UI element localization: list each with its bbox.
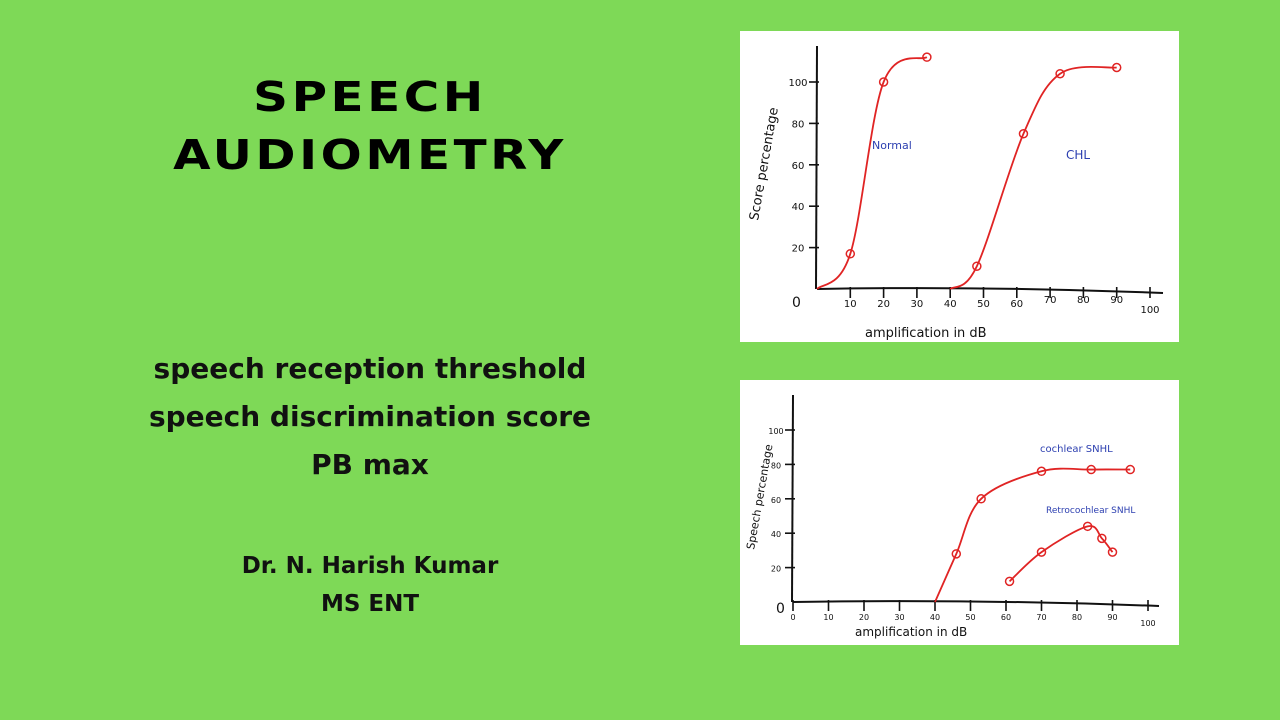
x-tick-label: 30 — [911, 299, 924, 310]
series-line — [949, 65, 1117, 290]
y-tick-label: 20 — [792, 244, 805, 255]
series-line — [816, 56, 928, 290]
series-chl: CHL — [949, 62, 1122, 290]
x-tick-label: 10 — [823, 613, 833, 622]
series-line — [1008, 525, 1114, 583]
x-tick-label: 90 — [1107, 613, 1117, 622]
data-point-marker — [1055, 68, 1065, 79]
chart-svg-bottom: 20 40 60 80 100 00 10 20 30 40 50 60 70 80 90 100 amplif… — [744, 394, 1160, 639]
x-tick-label: 30 — [894, 613, 904, 622]
origin-label: 0 — [792, 295, 801, 311]
title-line-2: AUDIOMETRY — [173, 131, 567, 179]
series-normal: Normal — [816, 52, 932, 290]
author-name: Dr. N. Harish Kumar — [241, 553, 499, 579]
x-tick-label: 40 — [930, 613, 940, 622]
data-point-marker — [1036, 466, 1047, 477]
series-retrocochlear-snhl: Retrocochlear SNHL — [1004, 506, 1135, 587]
chart-svg-top: 20 40 60 80 100 0 10 20 30 40 50 60 70 80 90 100 amplifi… — [747, 45, 1164, 341]
y-tick-label: 80 — [771, 461, 781, 470]
y-tick-label: 100 — [788, 78, 807, 89]
x-tick-label: 70 — [1036, 613, 1046, 622]
y-tick-label: 40 — [771, 530, 781, 539]
y-tick-label: 60 — [792, 161, 805, 172]
chart-axes: 20 40 60 80 100 00 10 20 30 40 50 60 70 80 90 100 amplif… — [744, 394, 1160, 639]
data-point-marker — [951, 549, 962, 559]
x-tick-label: 50 — [977, 299, 990, 310]
y-tick-label: 60 — [771, 496, 781, 505]
x-tick-label: 100 — [1140, 305, 1159, 316]
x-tick-label: 0 — [790, 613, 795, 622]
chart-normal-vs-chl: 20 40 60 80 100 0 10 20 30 40 50 60 70 80 90 100 amplifi… — [740, 31, 1179, 342]
slide-title: SPEECH AUDIOMETRY — [63, 68, 677, 184]
data-point-marker — [878, 77, 889, 87]
x-tick-label: 10 — [844, 299, 857, 310]
x-tick-label: 40 — [944, 299, 957, 310]
y-axis-label: Score percentage — [747, 106, 782, 221]
data-point-marker — [1018, 129, 1029, 139]
series-cochlear-snhl: cochlear SNHL — [934, 444, 1135, 603]
data-point-marker — [845, 249, 856, 259]
data-point-marker — [1111, 62, 1122, 73]
topics-list: speech reception threshold speech discri… — [100, 345, 640, 489]
x-tick-label: 20 — [877, 299, 890, 310]
x-tick-label: 80 — [1077, 295, 1090, 306]
x-tick-label: 60 — [1010, 299, 1023, 310]
x-axis-label: amplification in dB — [855, 625, 967, 639]
x-tick-label: 60 — [1001, 613, 1011, 622]
author-degree: MS ENT — [320, 591, 420, 617]
x-tick-label: 70 — [1044, 295, 1057, 306]
data-point-marker — [1097, 533, 1107, 544]
data-point-marker — [1004, 576, 1015, 587]
x-tick-label: 20 — [859, 613, 869, 622]
topic-srt: speech reception threshold — [153, 352, 587, 385]
topic-sds: speech discrimination score — [148, 400, 592, 433]
data-point-marker — [972, 261, 982, 271]
x-tick-label: 80 — [1072, 613, 1082, 622]
series-label: Normal — [872, 139, 912, 152]
data-point-marker — [1107, 547, 1118, 557]
data-point-marker — [1082, 521, 1093, 532]
x-tick-label: 100 — [1140, 619, 1155, 628]
x-axis — [792, 600, 1160, 607]
topic-pbmax: PB max — [311, 448, 429, 481]
y-tick-label: 20 — [771, 565, 781, 574]
x-tick-label: 50 — [965, 613, 975, 622]
y-tick-label: 40 — [792, 202, 805, 213]
y-axis — [815, 45, 818, 290]
x-axis — [816, 287, 1164, 294]
x-axis-label: amplification in dB — [865, 326, 987, 341]
data-point-marker — [1036, 547, 1047, 557]
series-line — [934, 467, 1131, 603]
data-point-marker — [922, 52, 932, 62]
chart-axes: 20 40 60 80 100 0 10 20 30 40 50 60 70 80 90 100 amplifi… — [747, 45, 1164, 341]
data-point-marker — [976, 494, 986, 504]
y-tick-label: 80 — [792, 119, 805, 130]
data-point-marker — [1086, 464, 1096, 475]
y-tick-label: 100 — [768, 427, 783, 436]
data-point-marker — [1125, 464, 1135, 475]
title-line-1: SPEECH — [253, 73, 487, 121]
series-label: Retrocochlear SNHL — [1046, 506, 1135, 516]
origin-label: 0 — [776, 601, 785, 617]
series-label: CHL — [1066, 148, 1090, 162]
series-label: cochlear SNHL — [1040, 444, 1113, 455]
chart-cochlear-vs-retrocochlear: 20 40 60 80 100 0 0 10 20 30 40 50 60 70 80 90 100 amplif… — [740, 380, 1179, 645]
author-block: Dr. N. Harish Kumar MS ENT — [100, 547, 640, 623]
x-tick-label: 90 — [1110, 295, 1123, 306]
